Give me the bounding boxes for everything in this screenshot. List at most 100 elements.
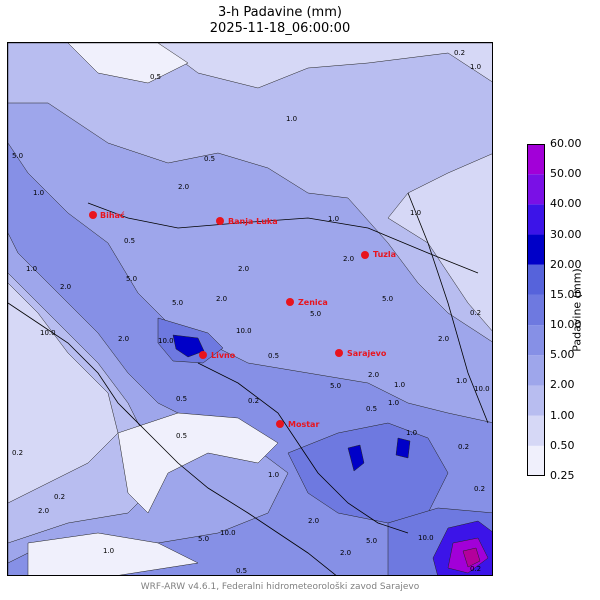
coastline [8,302,337,575]
precip-area-60 [462,547,481,568]
contour-label: 2.0 [340,549,351,557]
colorbar-tick-label: 1.00 [550,408,575,422]
contour-label: 0.5 [268,352,279,360]
contour-label: 10.0 [418,534,434,542]
contour-label: 1.0 [33,189,44,197]
city-marker-zenica [286,298,294,306]
colorbar-tick-label: 15.00 [550,287,582,301]
contour-label: 0.5 [366,405,377,413]
contour-label: 5.0 [366,537,377,545]
city-marker-livno [199,351,207,359]
chart-title: 3-h Padavine (mm) [218,5,342,20]
contour-label: 0.5 [176,432,187,440]
contour-label: 2.0 [308,517,319,525]
colorbar-segment [527,415,545,446]
contour-label: 0.2 [470,565,481,573]
contour-label: 0.2 [54,493,65,501]
city-marker-mostar [276,420,284,428]
contour-label: 0.5 [150,73,161,81]
colorbar-tick-label: 30.00 [550,227,582,241]
contour-label: 5.0 [382,295,393,303]
colorbar-tick-label: 0.25 [550,469,575,482]
contour-label: 0.5 [236,567,247,575]
city-marker-sarajevo [335,349,343,357]
contour-label: 2.0 [216,295,227,303]
city-label-tuzla: Tuzla [373,250,396,259]
colorbar-segment [527,174,545,205]
contour-label: 2.0 [118,335,129,343]
contour-label: 10.0 [40,329,56,337]
contour-label: 1.0 [388,399,399,407]
colorbar-segment [527,144,545,175]
colorbar-segment [527,385,545,416]
contour-label: 10.0 [220,529,236,537]
city-label-bihac: Bihać [100,210,125,220]
colorbar [527,144,545,476]
contour-label: 1.0 [26,265,37,273]
city-marker-tuzla [361,251,369,259]
contour-label: 0.2 [470,309,481,317]
contour-label: 0.2 [474,485,485,493]
country-border [87,202,479,274]
colorbar-tick-label: 10.00 [550,318,582,332]
contour-label: 5.0 [310,310,321,318]
contour-label: 0.2 [454,49,465,57]
contour-label: 1.0 [268,471,279,479]
city-label-sarajevo: Sarajevo [347,349,387,358]
city-markers: Bihać Banja Luka Tuzla Zenica Livno Sara… [89,210,396,429]
colorbar-tick-label: 2.00 [550,378,575,392]
city-label-mostar: Mostar [288,420,319,429]
contour-label: 1.0 [286,115,297,123]
colorbar-tick-label: 20.00 [550,257,582,271]
contour-label: 10.0 [474,385,490,393]
contour-label: 5.0 [126,275,137,283]
colorbar-segment [527,445,545,476]
contour-label: 2.0 [178,183,189,191]
contour-label: 5.0 [172,299,183,307]
contour-label: 1.0 [410,209,421,217]
contour-label: 0.2 [248,397,259,405]
contour-label: 1.0 [406,429,417,437]
city-label-zenica: Zenica [298,298,328,307]
precip-area-20b [347,437,411,472]
contour-label: 1.0 [456,377,467,385]
precip-area-0-25c [27,532,199,575]
colorbar-segment [527,294,545,326]
contour-label: 10.0 [158,337,174,345]
chart-timestamp: 2025-11-18_06:00:00 [209,21,351,36]
contour-label: 2.0 [238,265,249,273]
contour-label: 5.0 [330,382,341,390]
contour-label: 0.5 [204,155,215,163]
city-label-banja-luka: Banja Luka [228,217,278,226]
contour-label: 1.0 [394,381,405,389]
colorbar-border [527,144,545,476]
contour-label: 2.0 [60,283,71,291]
contour-label: 10.0 [236,327,252,335]
contour-label: 2.0 [38,507,49,515]
contour-label: 2.0 [438,335,449,343]
precipitation-map[interactable]: Bihać Banja Luka Tuzla Zenica Livno Sara… [7,42,493,576]
colorbar-tick-label: 5.00 [550,348,575,362]
colorbar-segment [527,264,545,295]
contour-label: 1.0 [328,215,339,223]
country-border [197,362,409,534]
precip-area-0-25b [117,412,279,514]
contour-label: 5.0 [198,535,209,543]
city-marker-banja-luka [216,217,224,225]
contour-label: 0.5 [176,395,187,403]
contour-label: 5.0 [12,152,23,160]
model-credit: WRF-ARW v4.6.1, Federalni hidrometeorolo… [140,582,420,592]
colorbar-tick-label: 40.00 [550,197,582,211]
contour-label: 0.2 [458,443,469,451]
contour-label: 0.2 [12,449,23,457]
contour-label: 2.0 [343,255,354,263]
contour-label: 1.0 [103,547,114,555]
country-border [407,192,489,424]
precip-area-20 [172,334,205,358]
city-label-livno: Livno [211,351,236,360]
colorbar-tick-label: 50.00 [550,167,582,181]
colorbar-segment [527,355,545,386]
colorbar-segment [527,325,545,356]
contour-label: 1.0 [470,63,481,71]
contour-label: 2.0 [368,371,379,379]
